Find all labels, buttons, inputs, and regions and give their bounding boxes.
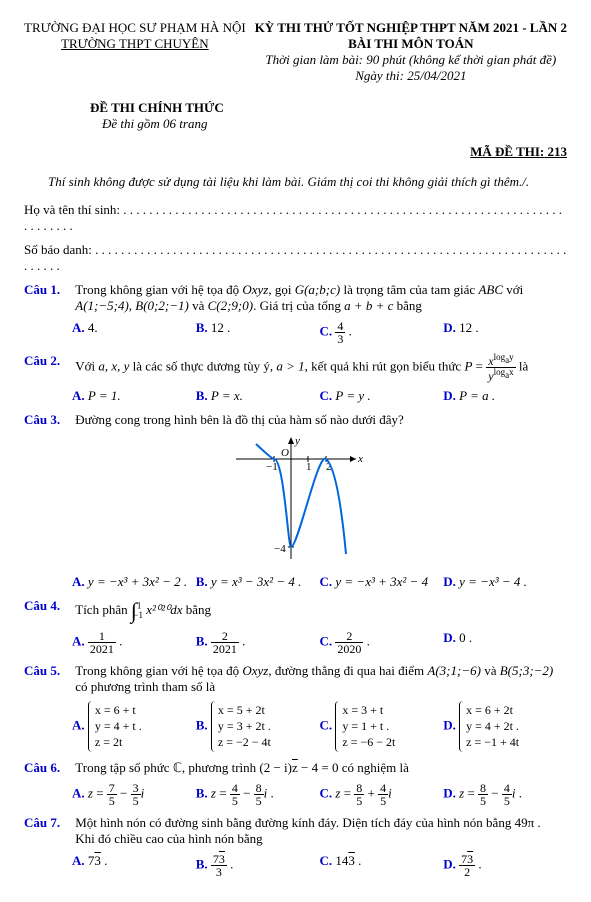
- q7-opt-a: A. 73 .: [72, 853, 196, 878]
- q4-options: A. 12021 . B. 22021 . C. 22020 . D. 0 .: [72, 630, 567, 655]
- instruction-text: Thí sinh không được sử dụng tài liệu khi…: [48, 174, 567, 190]
- official-title: ĐỀ THI CHÍNH THỨC: [54, 100, 567, 116]
- subject: BÀI THI MÔN TOÁN: [255, 36, 567, 52]
- exam-date: Ngày thi: 25/04/2021: [255, 68, 567, 84]
- q5-opt-b: B. x = 5 + 2ty = 3 + 2t .z = −2 − 4t: [196, 701, 320, 752]
- q2-text: Với a, x, y là các số thực dương tùy ý, …: [75, 353, 555, 382]
- q3-text: Đường cong trong hình bên là đồ thị của …: [75, 412, 555, 428]
- header-right: KỲ THI THỬ TỐT NGHIỆP THPT NĂM 2021 - LẦ…: [255, 20, 567, 84]
- q3-opt-c: C. y = −x³ + 3x² − 4: [320, 574, 444, 590]
- official-block: ĐỀ THI CHÍNH THỨC Đề thi gồm 06 trang: [54, 100, 567, 132]
- q3-options: A. y = −x³ + 3x² − 2 . B. y = x³ − 3x² −…: [72, 574, 567, 590]
- svg-text:y: y: [294, 435, 300, 447]
- q2-opt-b: B. P = x.: [196, 388, 320, 404]
- q3-label: Câu 3.: [24, 412, 72, 428]
- q4-opt-d: D. 0 .: [443, 630, 567, 655]
- exam-code-number: 213: [548, 144, 568, 159]
- q6-text: Trong tập số phức ℂ, phương trình (2 − i…: [75, 760, 555, 776]
- question-4: Câu 4. Tích phân ∫1−1 x²⁰²⁰dx bằng: [24, 598, 567, 624]
- header: TRƯỜNG ĐẠI HỌC SƯ PHẠM HÀ NỘI TRƯỜNG THP…: [24, 20, 567, 84]
- q4-opt-b: B. 22021 .: [196, 630, 320, 655]
- svg-text:O: O: [281, 447, 289, 459]
- q1-text: Trong không gian với hệ tọa độ Oxyz, gọi…: [75, 282, 555, 314]
- q6-label: Câu 6.: [24, 760, 72, 776]
- q6-opt-b: B. z = 45 − 85i .: [196, 782, 320, 807]
- exam-title: KỲ THI THỬ TỐT NGHIỆP THPT NĂM 2021 - LẦ…: [255, 20, 567, 36]
- q6-opt-d: D. z = 85 − 45i .: [443, 782, 567, 807]
- header-left: TRƯỜNG ĐẠI HỌC SƯ PHẠM HÀ NỘI TRƯỜNG THP…: [24, 20, 246, 84]
- q6-opt-c: C. z = 85 + 45i: [320, 782, 444, 807]
- student-id-line: Số báo danh: . . . . . . . . . . . . . .…: [24, 242, 567, 274]
- q7-opt-c: C. 143 .: [320, 853, 444, 878]
- school-name: TRƯỜNG THPT CHUYÊN: [24, 36, 246, 52]
- exam-code-label: MÃ ĐỀ THI:: [470, 144, 544, 159]
- school-uni: TRƯỜNG ĐẠI HỌC SƯ PHẠM HÀ NỘI: [24, 20, 246, 36]
- q3-graph: x y O −1 1 2 −4: [24, 434, 567, 568]
- q5-options: A. x = 6 + ty = 4 + t .z = 2t B. x = 5 +…: [72, 701, 567, 752]
- svg-text:x: x: [357, 453, 363, 465]
- q2-label: Câu 2.: [24, 353, 72, 369]
- q4-opt-a: A. 12021 .: [72, 630, 196, 655]
- q1-opt-a: A. 4.: [72, 320, 196, 345]
- q5-label: Câu 5.: [24, 663, 72, 679]
- q7-options: A. 73 . B. 733 . C. 143 . D. 732 .: [72, 853, 567, 878]
- duration: Thời gian làm bài: 90 phút (không kể thờ…: [255, 52, 567, 68]
- q4-opt-c: C. 22020 .: [320, 630, 444, 655]
- q3-opt-b: B. y = x³ − 3x² − 4 .: [196, 574, 320, 590]
- question-5: Câu 5. Trong không gian với hệ tọa độ Ox…: [24, 663, 567, 695]
- question-3: Câu 3. Đường cong trong hình bên là đồ t…: [24, 412, 567, 428]
- q3-opt-a: A. y = −x³ + 3x² − 2 .: [72, 574, 196, 590]
- student-name-line: Họ và tên thí sinh: . . . . . . . . . . …: [24, 202, 567, 234]
- q2-opt-c: C. P = y .: [320, 388, 444, 404]
- q4-label: Câu 4.: [24, 598, 72, 614]
- question-7: Câu 7. Một hình nón có đường sinh bằng đ…: [24, 815, 567, 847]
- q5-opt-d: D. x = 6 + 2ty = 4 + 2t .z = −1 + 4t: [443, 701, 567, 752]
- q5-opt-c: C. x = 3 + ty = 1 + t .z = −6 − 2t: [320, 701, 444, 752]
- q4-text: Tích phân ∫1−1 x²⁰²⁰dx bằng: [75, 598, 555, 624]
- q7-text: Một hình nón có đường sinh bằng đường kí…: [75, 815, 555, 847]
- q1-opt-d: D. 12 .: [443, 320, 567, 345]
- q7-opt-d: D. 732 .: [443, 853, 567, 878]
- cubic-graph-svg: x y O −1 1 2 −4: [226, 434, 366, 564]
- question-6: Câu 6. Trong tập số phức ℂ, phương trình…: [24, 760, 567, 776]
- q2-options: A. P = 1. B. P = x. C. P = y . D. P = a …: [72, 388, 567, 404]
- q7-label: Câu 7.: [24, 815, 72, 831]
- q6-opt-a: A. z = 75 − 35i: [72, 782, 196, 807]
- q5-opt-a: A. x = 6 + ty = 4 + t .z = 2t: [72, 701, 196, 752]
- q2-opt-a: A. P = 1.: [72, 388, 196, 404]
- question-1: Câu 1. Trong không gian với hệ tọa độ Ox…: [24, 282, 567, 314]
- question-2: Câu 2. Với a, x, y là các số thực dương …: [24, 353, 567, 382]
- q3-opt-d: D. y = −x³ − 4 .: [443, 574, 567, 590]
- q1-opt-b: B. 12 .: [196, 320, 320, 345]
- page-count: Đề thi gồm 06 trang: [54, 116, 567, 132]
- exam-code: MÃ ĐỀ THI: 213: [24, 144, 567, 160]
- svg-text:1: 1: [306, 461, 312, 473]
- q6-options: A. z = 75 − 35i B. z = 45 − 85i . C. z =…: [72, 782, 567, 807]
- q1-label: Câu 1.: [24, 282, 72, 298]
- q5-text: Trong không gian với hệ tọa độ Oxyz, đườ…: [75, 663, 555, 695]
- svg-text:−4: −4: [274, 543, 286, 555]
- q1-options: A. 4. B. 12 . C. 43 . D. 12 .: [72, 320, 567, 345]
- q2-opt-d: D. P = a .: [443, 388, 567, 404]
- svg-text:−1: −1: [266, 461, 278, 473]
- q7-opt-b: B. 733 .: [196, 853, 320, 878]
- q1-opt-c: C. 43 .: [320, 320, 444, 345]
